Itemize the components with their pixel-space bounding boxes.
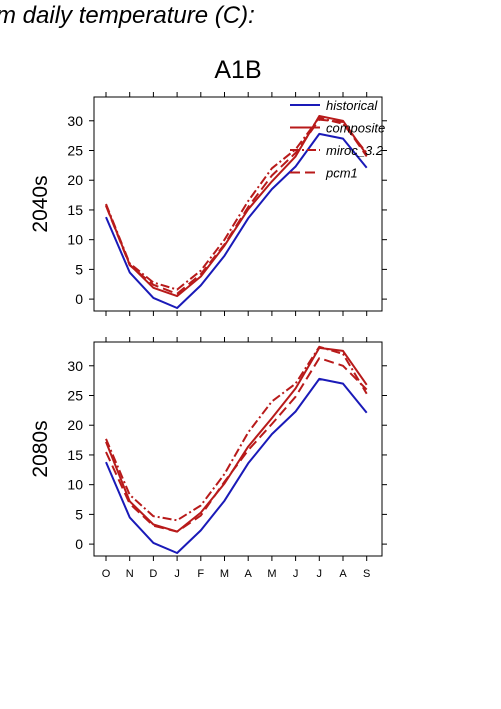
row-label-2080s: 2080s	[29, 420, 52, 477]
plot-frame-2080s	[93, 341, 383, 557]
x-tick-label: D	[149, 568, 157, 580]
y-tick-label: 25	[67, 143, 83, 159]
y-tick-label: 30	[67, 358, 83, 374]
y-tick-label: 15	[67, 447, 83, 463]
y-tick-label: 0	[75, 536, 83, 552]
plot-frame-2040s	[93, 96, 383, 312]
y-tick-label: 20	[67, 417, 83, 433]
y-tick-label: 15	[67, 202, 83, 218]
page-title: m daily temperature (C):	[0, 2, 255, 29]
legend-label-pcm1: pcm1	[325, 166, 358, 181]
series-line-historical	[105, 132, 368, 309]
legend-label-miroc_3.2: miroc_3.2	[326, 143, 384, 158]
y-tick-label: 30	[67, 113, 83, 129]
series-line-miroc_3.2	[105, 116, 368, 291]
y-tick-label: 5	[75, 261, 83, 277]
x-tick-label: A	[339, 568, 347, 580]
x-tick-label: J	[293, 568, 299, 580]
y-tick-label: 5	[75, 506, 83, 522]
y-tick-label: 25	[67, 388, 83, 404]
x-tick-label: O	[102, 568, 111, 580]
y-tick-label: 10	[67, 232, 83, 248]
x-tick-label: J	[317, 568, 323, 580]
x-tick-label: M	[267, 568, 276, 580]
legend-label-historical: historical	[326, 98, 378, 113]
x-tick-label: M	[220, 568, 229, 580]
series-line-composite	[105, 115, 368, 298]
x-tick-label: S	[363, 568, 370, 580]
row-label-2040s: 2040s	[29, 175, 52, 232]
y-tick-label: 10	[67, 477, 83, 493]
x-tick-label: F	[197, 568, 204, 580]
series-line-pcm1	[105, 357, 368, 533]
series-line-historical	[105, 377, 368, 554]
scenario-title: A1B	[214, 56, 262, 84]
series-line-miroc_3.2	[105, 345, 368, 522]
series-line-pcm1	[105, 118, 368, 295]
x-tick-label: N	[126, 568, 134, 580]
y-tick-label: 0	[75, 291, 83, 307]
legend-label-composite: composite	[326, 121, 385, 136]
series-line-composite	[105, 346, 368, 533]
x-tick-label: J	[174, 568, 180, 580]
y-tick-label: 20	[67, 172, 83, 188]
x-tick-label: A	[245, 568, 253, 580]
